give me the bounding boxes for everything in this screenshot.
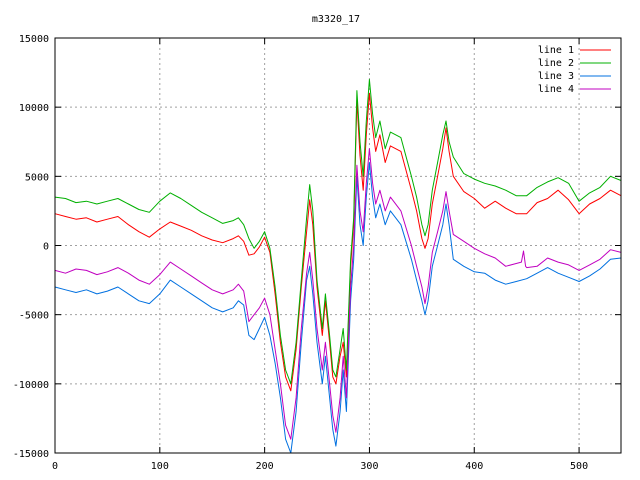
x-tick-label: 300 (360, 461, 378, 472)
chart-title: m3320_17 (312, 14, 360, 25)
x-tick-label: 100 (151, 461, 169, 472)
x-tick-label: 0 (52, 461, 58, 472)
y-tick-label: -10000 (13, 380, 49, 391)
x-tick-label: 500 (570, 461, 588, 472)
series-line-1 (54, 92, 622, 392)
x-tick-label: 400 (465, 461, 483, 472)
series-line-3 (54, 162, 622, 454)
y-tick-label: 15000 (19, 34, 49, 45)
legend-label-3: line 3 (538, 71, 574, 82)
x-tick-label: 200 (256, 461, 274, 472)
legend-label-1: line 1 (538, 45, 574, 56)
y-tick-label: 0 (43, 242, 49, 253)
legend-label-4: line 4 (538, 84, 574, 95)
legend-label-2: line 2 (538, 58, 574, 69)
plot-series (54, 79, 622, 454)
y-tick-label: 10000 (19, 103, 49, 114)
legend: line 1 line 2 line 3 line 4 (538, 45, 611, 95)
grid (55, 38, 621, 453)
axis-ticks: 0 100 200 300 400 500 -15000 -10000 -5000 0 5000 10… (13, 34, 621, 472)
y-tick-label: 5000 (25, 172, 49, 183)
series-line-4 (54, 148, 622, 440)
y-tick-label: -15000 (13, 449, 49, 460)
series-line-2 (54, 79, 622, 385)
y-tick-label: -5000 (19, 311, 49, 322)
